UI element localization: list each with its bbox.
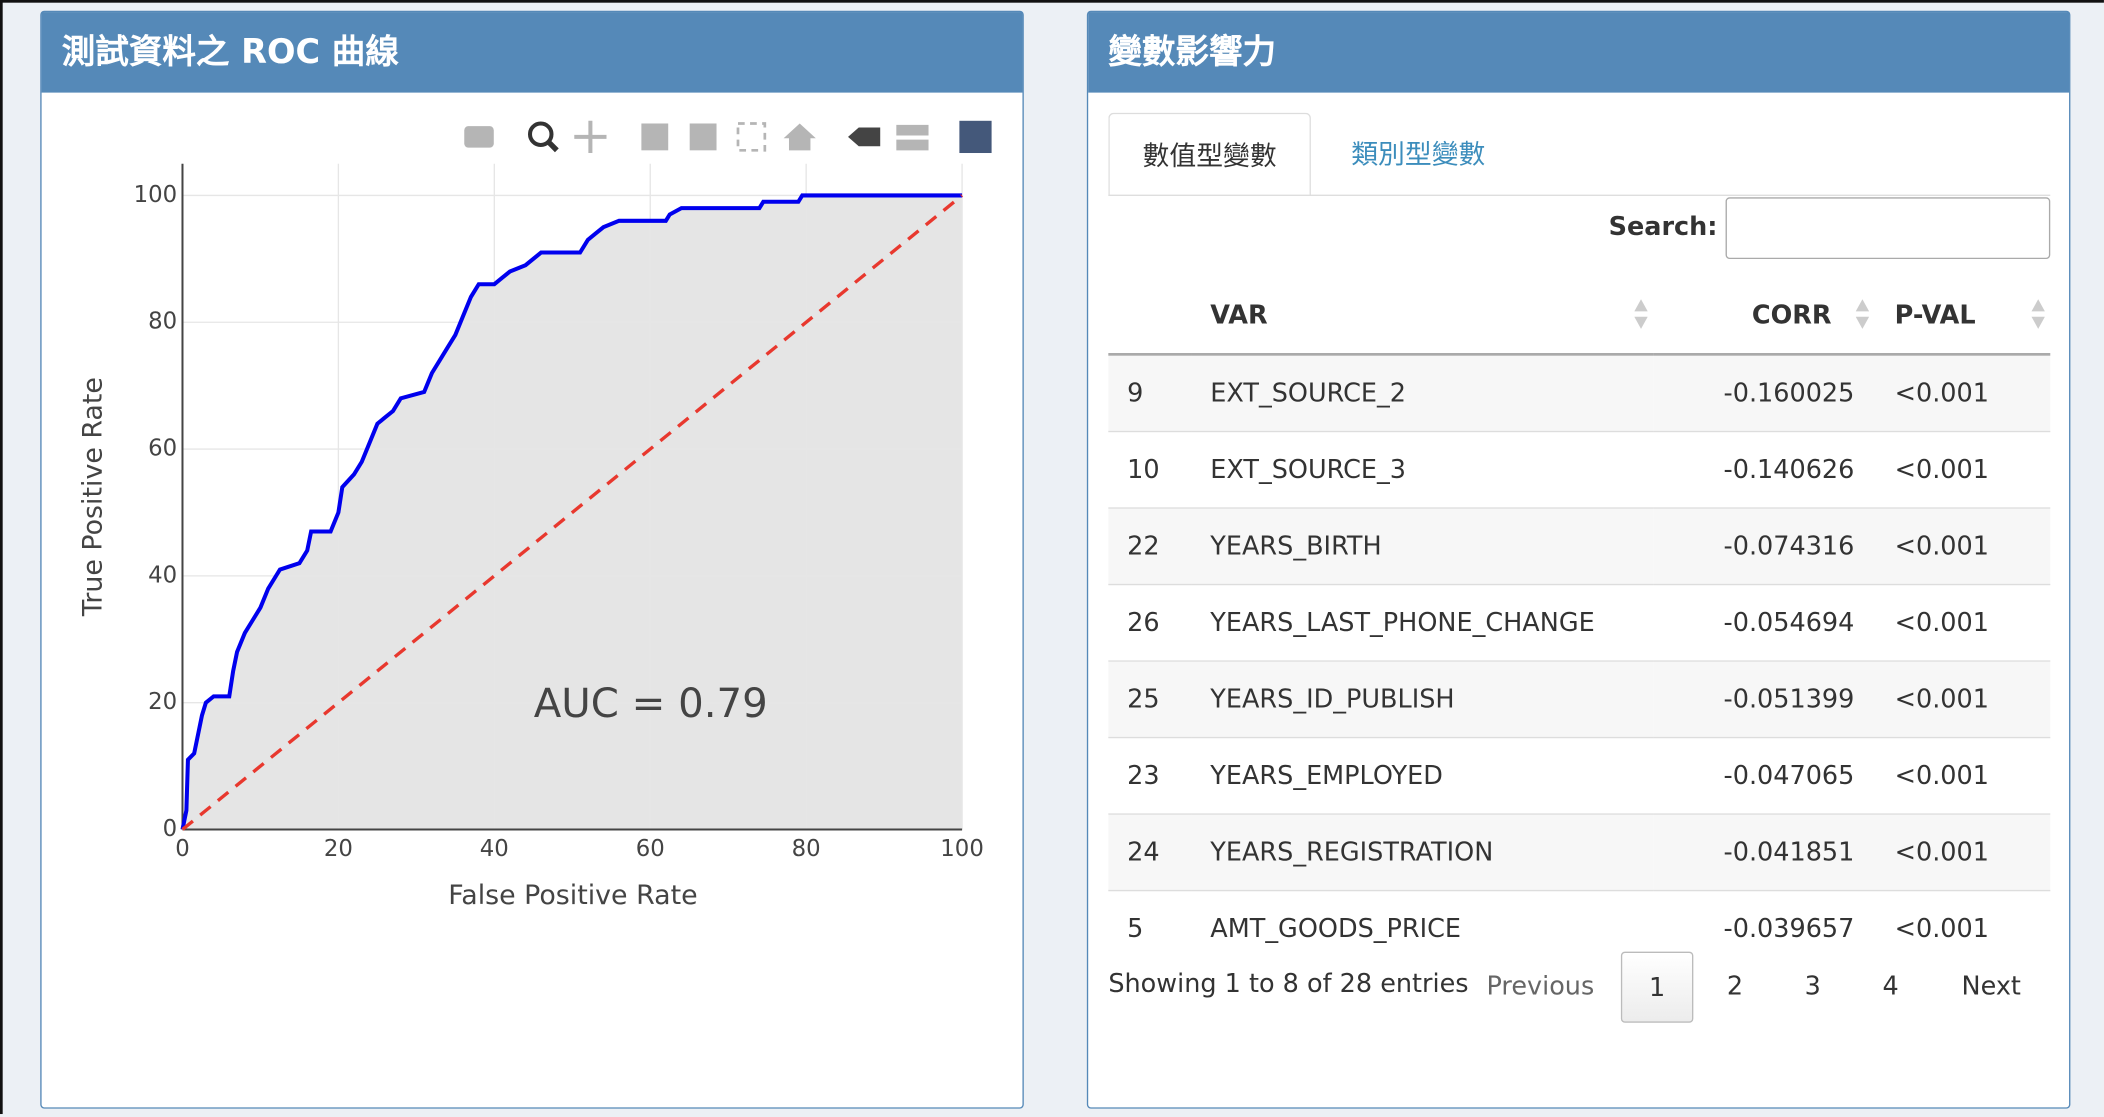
autoscale-icon[interactable] (736, 122, 767, 152)
zoom-out-icon[interactable] (689, 123, 717, 151)
zoom-icon[interactable] (527, 121, 554, 147)
line (180, 193, 963, 830)
header-row: VAR CORR P-VAL (1108, 277, 2051, 356)
page-button[interactable]: 1 (1620, 951, 1694, 1023)
column-header[interactable]: VAR (1191, 277, 1654, 356)
table-row: 24 YEARS_REGISTRATION -0.041851 <0.001 (1108, 813, 2051, 891)
table-cell: 5 (1108, 889, 1192, 967)
hover-compare-icon[interactable] (896, 124, 929, 151)
plotly-logo[interactable] (959, 120, 992, 154)
table-cell: -0.041851 (1653, 813, 1875, 891)
x-tick-label: 20 (324, 836, 353, 862)
x-tick-label: 100 (940, 836, 984, 862)
page-button[interactable]: 4 (1882, 971, 1899, 1002)
table-cell: 10 (1108, 430, 1192, 509)
table-cell: <0.001 (1874, 353, 2051, 432)
variable-table: VAR CORR P-VAL 9 EXT_SOURCE_2 -0.160025 <0.00… (1108, 277, 2051, 967)
column-header[interactable]: CORR (1653, 277, 1875, 356)
tab[interactable]: 類別型變數 (1351, 138, 1486, 171)
table-row: 26 YEARS_LAST_PHONE_CHANGE -0.054694 <0.001 (1108, 583, 2051, 662)
x-axis-label: False Positive Rate (448, 880, 697, 911)
table-cell: EXT_SOURCE_3 (1191, 430, 1654, 509)
table-cell: 9 (1108, 353, 1192, 432)
table-row: 9 EXT_SOURCE_2 -0.160025 <0.001 (1108, 353, 2051, 432)
pan-icon[interactable] (574, 120, 607, 154)
table-cell: 24 (1108, 813, 1192, 891)
table-cell: <0.001 (1874, 507, 2051, 585)
table-cell: YEARS_BIRTH (1191, 507, 1654, 585)
table-cell: -0.051399 (1653, 660, 1875, 738)
table-cell: YEARS_LAST_PHONE_CHANGE (1191, 583, 1654, 662)
column-label: VAR (1210, 300, 1268, 331)
page-button[interactable]: 3 (1804, 971, 1821, 1002)
annotation: AUC = 0.79 (534, 681, 768, 727)
table-cell: <0.001 (1874, 736, 2051, 815)
tab-divider (1108, 194, 2051, 196)
sort-icon[interactable] (1634, 297, 1648, 332)
table-cell: -0.054694 (1653, 583, 1875, 662)
grid (181, 163, 963, 831)
table-row: 25 YEARS_ID_PUBLISH -0.051399 <0.001 (1108, 660, 2051, 738)
table-cell: 25 (1108, 660, 1192, 738)
table-cell: <0.001 (1874, 583, 2051, 662)
table-cell: YEARS_EMPLOYED (1191, 736, 1654, 815)
zoom-in-icon[interactable] (641, 123, 669, 151)
table-cell: AMT_GOODS_PRICE (1191, 889, 1654, 967)
table-row: 10 EXT_SOURCE_3 -0.140626 <0.001 (1108, 430, 2051, 509)
tab[interactable]: 數值型變數 (1108, 112, 1311, 196)
y-tick-label: 60 (148, 436, 177, 462)
search-label: Search: (1608, 212, 1718, 242)
y-tick-label: 100 (134, 182, 178, 208)
page-button[interactable]: Next (1961, 971, 2021, 1002)
table-cell: -0.047065 (1653, 736, 1875, 815)
pagination: Previous 1 2 3 4 Next (1463, 951, 2053, 1023)
roc-chart: True Positive Rate False Positive Rate 0… (77, 120, 992, 911)
table-cell: YEARS_REGISTRATION (1191, 813, 1654, 891)
table-cell: -0.039657 (1653, 889, 1875, 967)
line (181, 194, 964, 831)
table-cell: 22 (1108, 507, 1192, 585)
column-header[interactable]: P-VAL (1874, 277, 2051, 356)
table-cell: -0.140626 (1653, 430, 1875, 509)
table-cell: 26 (1108, 583, 1192, 662)
page-button[interactable]: 2 (1726, 971, 1744, 1002)
table-row: 22 YEARS_BIRTH -0.074316 <0.001 (1108, 507, 2051, 585)
table-cell: <0.001 (1874, 813, 2051, 891)
y-tick-label: 0 (163, 816, 178, 842)
table-cell: <0.001 (1874, 889, 2051, 967)
column-label: P-VAL (1894, 300, 1976, 331)
table-cell: -0.074316 (1653, 507, 1875, 585)
table-cell: YEARS_ID_PUBLISH (1191, 660, 1654, 738)
index-header (1108, 277, 1192, 356)
table-cell: 23 (1108, 736, 1192, 815)
x-tick-label: 60 (636, 836, 665, 862)
sort-icon[interactable] (1855, 297, 1870, 332)
column-label: CORR (1751, 300, 1832, 331)
hover-closest-icon[interactable] (848, 127, 881, 147)
x-tick-label: 0 (175, 836, 190, 862)
reset-icon[interactable] (783, 123, 816, 151)
table-row: 23 YEARS_EMPLOYED -0.047065 <0.001 (1108, 736, 2051, 815)
camera-icon[interactable] (464, 126, 494, 148)
y-axis-label: True Positive Rate (77, 377, 108, 617)
table-row: 5 AMT_GOODS_PRICE -0.039657 <0.001 (1108, 889, 2051, 967)
x-tick-label: 80 (792, 836, 821, 862)
table-cell: <0.001 (1874, 660, 2051, 738)
page-button[interactable]: Previous (1486, 971, 1595, 1002)
table-cell: -0.160025 (1653, 353, 1875, 432)
modebar (464, 120, 992, 154)
y-tick-label: 40 (148, 562, 177, 588)
table-info: Showing 1 to 8 of 28 entries (1108, 969, 1469, 999)
panel-title: 變數影響力 (1088, 12, 2070, 93)
y-tick-label: 80 (148, 309, 177, 335)
search-input[interactable] (1725, 197, 2051, 260)
x-tick-label: 40 (480, 836, 509, 862)
table-cell: EXT_SOURCE_2 (1191, 353, 1654, 432)
panel-title: 測試資料之 ROC 曲線 (41, 12, 1023, 93)
sort-icon[interactable] (2031, 297, 2045, 332)
y-tick-label: 20 (148, 689, 177, 715)
table-cell: <0.001 (1874, 430, 2051, 509)
